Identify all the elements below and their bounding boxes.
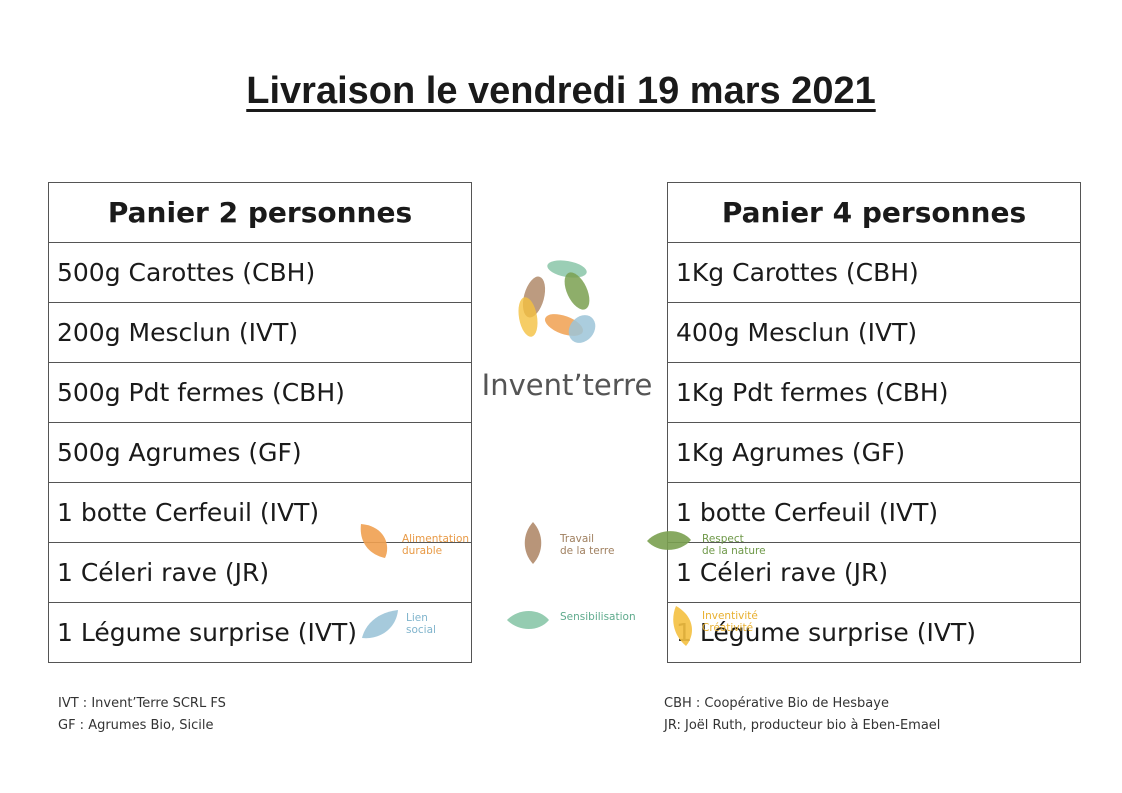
basket-2-table: Panier 2 personnes 500g Carottes (CBH) 2…: [48, 182, 472, 663]
legend-entry: GF : Agrumes Bio, Sicile: [58, 718, 214, 733]
basket-4-item: 1 Légume surprise (IVT): [667, 602, 1081, 663]
basket-4-item: 1Kg Carottes (CBH): [667, 242, 1081, 303]
basket-2-item: 200g Mesclun (IVT): [48, 302, 472, 363]
page-title: Livraison le vendredi 19 mars 2021: [246, 70, 876, 112]
lien-label: Lien social: [406, 612, 436, 636]
sensibilisation-leaf-icon: [507, 611, 549, 629]
basket-2-item: 1 Céleri rave (JR): [48, 542, 472, 603]
basket-2-item: 500g Carottes (CBH): [48, 242, 472, 303]
basket-4-item: 1Kg Pdt fermes (CBH): [667, 362, 1081, 423]
legend-entry: IVT : Invent’Terre SCRL FS: [58, 696, 226, 711]
basket-2-item: 500g Agrumes (GF): [48, 422, 472, 483]
alimentation-leaf-icon: [360, 524, 388, 558]
travail-label: Travail de la terre: [560, 533, 615, 557]
respect-leaf-icon: [647, 531, 691, 550]
legend-right: CBH : Coopérative Bio de Hesbaye JR: Joë…: [664, 693, 940, 737]
inventivite-label: Inventivité Créativité: [702, 610, 758, 634]
basket-4-table: Panier 4 personnes 1Kg Carottes (CBH) 40…: [667, 182, 1081, 663]
inventivite-leaf-icon: [673, 606, 692, 646]
legend-entry: CBH : Coopérative Bio de Hesbaye: [664, 696, 889, 711]
basket-4-item: 1Kg Agrumes (GF): [667, 422, 1081, 483]
basket-4-header: Panier 4 personnes: [667, 182, 1081, 243]
logo-wordmark: Invent’terre: [481, 368, 653, 402]
basket-2-item: 1 botte Cerfeuil (IVT): [48, 482, 472, 543]
lien-leaf-icon: [362, 610, 398, 639]
travail-leaf-icon: [524, 522, 542, 564]
leaf-ring-logo-icon: [518, 260, 596, 343]
legend-left: IVT : Invent’Terre SCRL FS GF : Agrumes …: [58, 693, 226, 737]
alimentation-label: Alimentation durable: [402, 533, 470, 557]
respect-label: Respect de la nature: [702, 533, 766, 557]
legend-entry: JR: Joël Ruth, producteur bio à Eben-Ema…: [664, 718, 941, 733]
basket-2-item: 500g Pdt fermes (CBH): [48, 362, 472, 423]
basket-2-item: 1 Légume surprise (IVT): [48, 602, 472, 663]
basket-2-header: Panier 2 personnes: [48, 182, 472, 243]
sensibilisation-label: Sensibilisation: [560, 611, 636, 623]
basket-4-item: 400g Mesclun (IVT): [667, 302, 1081, 363]
